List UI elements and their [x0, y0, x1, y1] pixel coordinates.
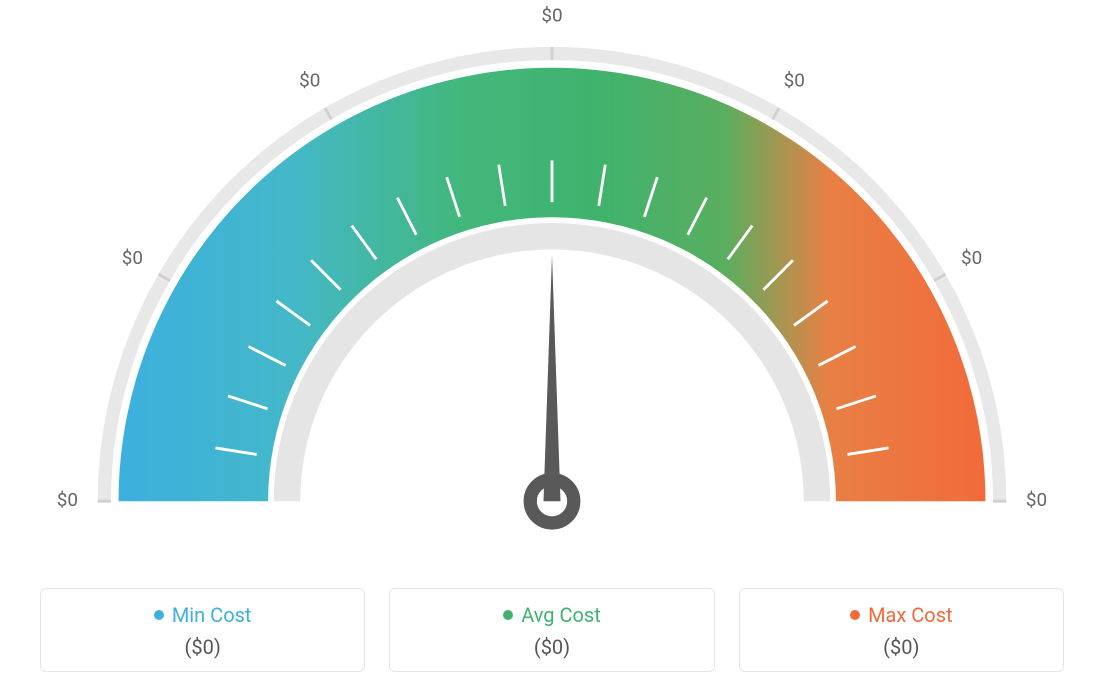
legend-dot	[503, 610, 513, 620]
gauge-chart: $0$0$0$0$0$0$0	[42, 28, 1062, 558]
legend-label: Min Cost	[172, 603, 252, 627]
gauge-svg: $0$0$0$0$0$0$0	[42, 28, 1062, 558]
tick-label: $0	[1026, 488, 1047, 511]
legend-title-row: Avg Cost	[503, 603, 601, 627]
legend-title-row: Min Cost	[154, 603, 252, 627]
tick-label: $0	[784, 69, 805, 92]
legend-value: ($0)	[51, 635, 354, 659]
tick-label: $0	[122, 246, 143, 269]
needle	[543, 255, 560, 501]
legend-value: ($0)	[750, 635, 1053, 659]
legend-card: Min Cost ($0)	[40, 588, 365, 672]
tick-label: $0	[541, 4, 562, 27]
legend-label: Max Cost	[868, 603, 953, 627]
legend-label: Avg Cost	[521, 603, 601, 627]
legend-card: Avg Cost ($0)	[389, 588, 714, 672]
tick-label: $0	[961, 246, 982, 269]
legend-dot	[154, 610, 164, 620]
legend-title-row: Max Cost	[850, 603, 953, 627]
legend-row: Min Cost ($0) Avg Cost ($0) Max Cost ($0)	[40, 588, 1064, 672]
legend-dot	[850, 610, 860, 620]
tick-label: $0	[299, 69, 320, 92]
legend-value: ($0)	[400, 635, 703, 659]
tick-label: $0	[57, 488, 78, 511]
legend-card: Max Cost ($0)	[739, 588, 1064, 672]
